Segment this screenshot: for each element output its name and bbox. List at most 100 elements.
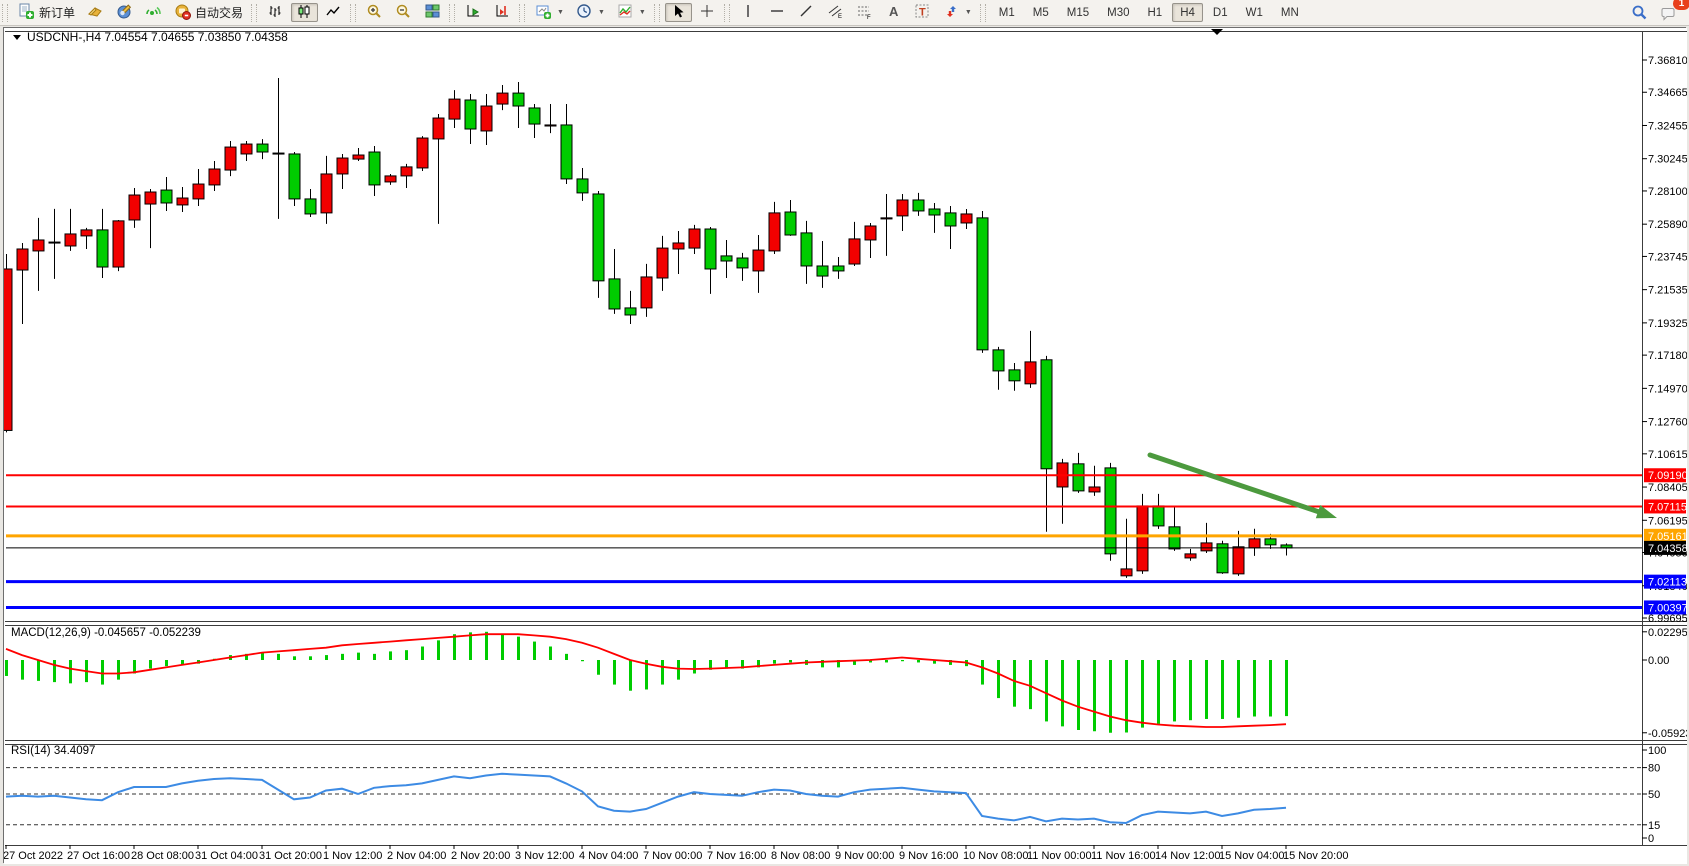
trend-arrow[interactable] [1147, 452, 1337, 519]
trendline-button[interactable] [793, 3, 820, 22]
candle [864, 222, 877, 259]
toolbar-grip[interactable] [251, 3, 258, 22]
candle-body [176, 197, 189, 206]
rsi-tick-label: 50 [1648, 789, 1660, 801]
line-chart-button[interactable] [320, 3, 347, 22]
tf-m30-button-label: M30 [1107, 6, 1130, 19]
price-badge-bg [1644, 574, 1686, 589]
clock-icon [577, 3, 591, 18]
candle [528, 104, 541, 139]
candle-body [1120, 568, 1133, 577]
bar-chart-button[interactable] [262, 3, 289, 22]
time-axis[interactable] [4, 845, 1687, 863]
metaeditor-button[interactable] [111, 3, 138, 22]
text-label-button[interactable]: T [909, 3, 936, 22]
tf-h4-button[interactable]: H4 [1172, 3, 1203, 22]
zoom-in-button[interactable] [361, 3, 388, 22]
new-order-icon [19, 3, 34, 19]
profiles-button[interactable]: ▼ [571, 3, 610, 22]
candle [992, 346, 1005, 390]
notifications-button[interactable]: 1 [1655, 0, 1689, 22]
tile-windows-icon [425, 4, 440, 17]
candle [256, 139, 269, 160]
candle [1232, 530, 1245, 576]
tf-w1-button[interactable]: W1 [1238, 3, 1271, 22]
trendline-icon [800, 5, 812, 16]
tf-h1-button-label: H1 [1147, 6, 1163, 19]
fibonacci-button[interactable]: F [851, 3, 878, 22]
price-axis[interactable] [1642, 31, 1687, 845]
autotrading-button[interactable]: 自动交易 [169, 3, 248, 22]
candle-body [1152, 505, 1165, 527]
candle [768, 201, 781, 254]
rsi-tick-label: 100 [1648, 745, 1666, 757]
time-tick-label: 4 Nov 04:00 [579, 850, 638, 862]
new-chart-button[interactable]: ▼ [530, 3, 569, 22]
tf-d1-button[interactable]: D1 [1205, 3, 1236, 22]
trend-arrow-line[interactable] [1147, 452, 1325, 516]
tf-m5-button[interactable]: M5 [1025, 3, 1057, 22]
chart-shift-marker[interactable] [1211, 29, 1223, 35]
autotrading-icon [175, 4, 192, 20]
candle [400, 163, 413, 188]
candle-body [48, 241, 61, 244]
candle-body [288, 153, 301, 200]
candle-body [528, 107, 541, 125]
price-badge-bg [1644, 468, 1686, 483]
horizontal-line-button[interactable] [764, 3, 791, 22]
toolbar-grip[interactable] [979, 3, 986, 22]
candle-body [1104, 467, 1117, 555]
trend-arrow-head[interactable] [1315, 504, 1337, 519]
candle-body [704, 228, 717, 270]
chart-window: MACD(12,26,9) -0.045657 -0.052239 RSI(14)… [3, 27, 1687, 864]
channel-button[interactable]: E [822, 3, 849, 22]
arrows-button[interactable]: ▼ [938, 3, 977, 22]
chart-shift-button[interactable] [489, 3, 516, 22]
price-line-badge: 7.07115 [1644, 499, 1687, 514]
toolbar-grip[interactable] [2, 3, 8, 22]
candle-body [960, 213, 973, 224]
signals-button[interactable] [140, 3, 167, 22]
candle-body [64, 233, 77, 247]
tile-windows-button[interactable] [419, 3, 446, 22]
toolbar-grip[interactable] [653, 3, 660, 22]
toolbar-grip[interactable] [723, 3, 730, 22]
text-button[interactable]: A [880, 3, 907, 22]
cursor-button[interactable] [664, 3, 692, 22]
toolbar-grip[interactable] [519, 3, 526, 22]
toolbar-grip[interactable] [350, 3, 357, 22]
indicators-button[interactable]: ▼ [612, 3, 651, 22]
candle [1104, 462, 1117, 561]
vertical-line-button[interactable] [735, 3, 762, 22]
toolbar-grip[interactable] [449, 3, 456, 22]
candlestick-button[interactable] [291, 3, 319, 22]
tf-m15-button[interactable]: M15 [1059, 3, 1097, 22]
tf-m30-button[interactable]: M30 [1099, 3, 1137, 22]
chevron-down-icon: ▼ [638, 9, 646, 16]
auto-scroll-button[interactable] [460, 3, 487, 22]
crosshair-button[interactable] [694, 3, 721, 22]
macd-tick-label: 0.022957 [1648, 627, 1687, 639]
time-tick-label: 31 Oct 04:00 [195, 850, 258, 862]
svg-text:T: T [919, 6, 926, 18]
collapse-triangle-icon[interactable] [13, 35, 21, 40]
time-tick-label: 28 Oct 08:00 [131, 850, 194, 862]
tf-mn-button[interactable]: MN [1273, 3, 1307, 22]
price-line-badge: 7.00397 [1644, 600, 1687, 615]
candle-body [880, 217, 893, 220]
time-tick-label: 15 Nov 04:00 [1219, 850, 1284, 862]
candle [1216, 540, 1229, 574]
search-button[interactable] [1626, 3, 1653, 22]
tf-m1-button[interactable]: M1 [991, 3, 1023, 22]
candle [1008, 362, 1021, 391]
price-tick-label: 7.28100 [1648, 186, 1687, 198]
candle-body [144, 191, 157, 205]
market-watch-button[interactable] [82, 3, 109, 22]
candle [384, 173, 397, 185]
time-tick-label: 8 Nov 08:00 [771, 850, 830, 862]
price-badge-label: 7.00397 [1648, 602, 1687, 614]
new-order-button[interactable]: 新订单 [13, 3, 80, 22]
tf-h1-button[interactable]: H1 [1140, 3, 1171, 22]
candle [624, 290, 637, 325]
zoom-out-button[interactable] [390, 3, 417, 22]
